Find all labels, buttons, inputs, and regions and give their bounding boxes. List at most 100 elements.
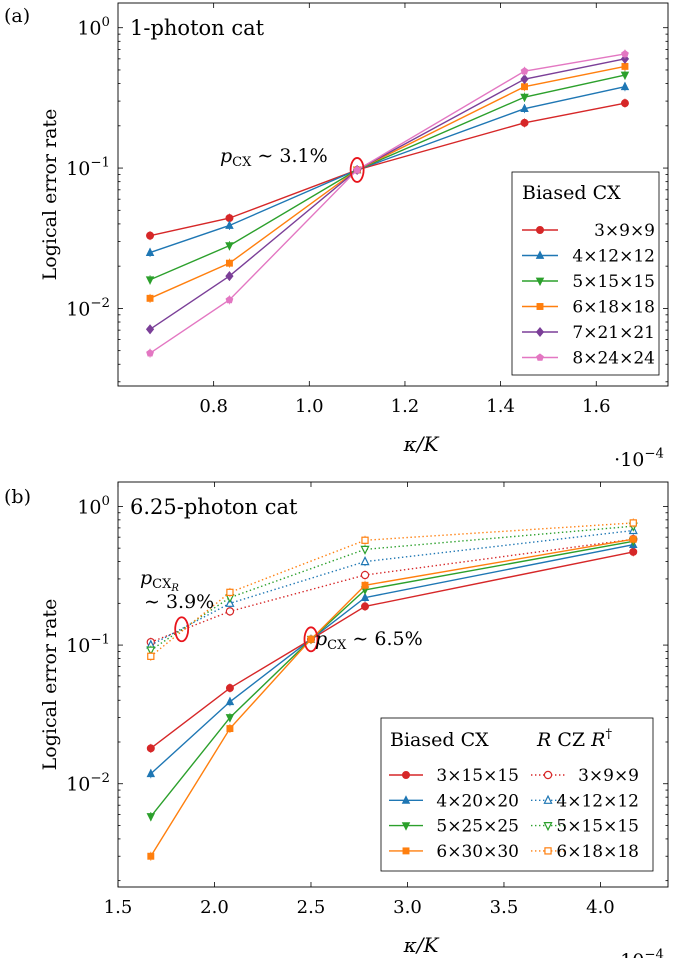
- y-tick-label: 10−2: [66, 771, 110, 796]
- y-tick-label-base: 10: [66, 774, 90, 796]
- legend-title-right: R CZ R†: [536, 727, 612, 751]
- x-tick-label: 1.4: [486, 396, 515, 417]
- x-axis-label: κ/K: [403, 933, 440, 957]
- y-tick-label-exp: −1: [90, 633, 110, 648]
- legend-label: 4×20×20: [436, 791, 519, 811]
- legend-marker: [536, 303, 544, 310]
- y-axis-label: Logical error rate: [39, 599, 61, 771]
- data-point: [146, 768, 156, 778]
- y-tick-label-exp: −2: [90, 771, 110, 786]
- x-tick-label: 0.8: [199, 396, 228, 417]
- x-multiplier-exp: −4: [644, 947, 664, 958]
- x-tick-label: 3.0: [393, 897, 422, 918]
- data-point: [225, 271, 234, 282]
- data-point: [620, 99, 629, 108]
- x-tick-label: 2.5: [297, 897, 326, 918]
- legend-label: 3×9×9: [578, 766, 639, 786]
- y-tick-label-base: 10: [66, 298, 90, 320]
- panel-title: 6.25-photon cat: [130, 495, 298, 519]
- legend-CZ: CZ: [551, 729, 591, 751]
- data-point: [629, 519, 637, 527]
- threshold-label-2: pCXR: [140, 567, 179, 594]
- legend-marker: [401, 822, 411, 831]
- data-point: [360, 592, 370, 601]
- threshold2-p: p: [140, 567, 152, 589]
- data-point: [520, 74, 529, 85]
- y-tick-label-base: 10: [66, 158, 90, 180]
- legend-R: R: [536, 729, 551, 751]
- legend-marker: [535, 277, 545, 287]
- data-point: [620, 81, 630, 91]
- data-point: [145, 247, 155, 256]
- x-multiplier-exp: −4: [644, 446, 664, 461]
- y-tick-label: 100: [77, 15, 110, 40]
- data-point: [147, 652, 155, 660]
- threshold2-sub: CX: [152, 577, 172, 592]
- legend-marker: [536, 353, 544, 361]
- data-point: [361, 602, 370, 611]
- legend-box: [511, 171, 660, 376]
- data-point: [621, 49, 629, 58]
- legend-label: 5×15×15: [572, 272, 655, 292]
- threshold-label-2-line2: ∼ 3.9%: [144, 591, 214, 613]
- legend-marker: [543, 821, 553, 832]
- data-point: [360, 545, 370, 555]
- data-point: [147, 852, 155, 860]
- data-point: [360, 556, 370, 566]
- series-line: [150, 529, 634, 646]
- x-tick-label: 1.5: [104, 897, 133, 918]
- x-multiplier: ·10−4: [614, 446, 664, 471]
- panel-title: 1-photon cat: [130, 16, 265, 40]
- legend-label: 3×15×15: [436, 766, 519, 786]
- x-tick-label: 3.5: [490, 897, 519, 918]
- legend: Biased CX R CZ R†3×15×154×20×205×25×256×3…: [380, 717, 654, 872]
- legend-label: 6×18×18: [556, 842, 639, 862]
- legend-box: [380, 717, 654, 872]
- x-multiplier-base: ·10: [614, 950, 644, 958]
- data-point: [225, 295, 234, 304]
- threshold-label: pCX ∼ 3.1%: [220, 145, 328, 170]
- data-point: [145, 276, 155, 285]
- threshold-value: ∼ 3.1%: [251, 145, 327, 167]
- panel-label: (b): [4, 486, 31, 508]
- legend-marker: [402, 847, 410, 855]
- data-point: [146, 349, 154, 357]
- threshold-p: p: [315, 628, 327, 650]
- legend-title: Biased CX: [522, 182, 621, 204]
- data-point: [225, 696, 235, 706]
- data-point: [225, 220, 234, 229]
- legend-marker: [535, 250, 545, 259]
- data-point: [146, 744, 155, 753]
- data-point: [226, 725, 234, 733]
- threshold-sub: CX: [232, 155, 252, 170]
- data-point: [146, 294, 154, 302]
- legend-label: 6×18×18: [572, 298, 655, 318]
- data-point: [353, 165, 362, 174]
- legend-label: 7×21×21: [572, 323, 655, 343]
- panel-label: (a): [4, 5, 30, 27]
- series-6×18×18: [147, 518, 637, 661]
- series-line: [150, 525, 634, 651]
- plot-frame: [117, 481, 669, 888]
- series-line: [150, 522, 634, 657]
- data-point: [520, 118, 529, 127]
- y-axis-label: Logical error rate: [39, 109, 61, 281]
- threshold-value: ∼ 6.5%: [346, 628, 422, 650]
- data-point: [146, 646, 156, 656]
- y-tick-label-exp: −2: [90, 296, 110, 311]
- legend-title-left: Biased CX: [390, 729, 489, 751]
- threshold-p: p: [220, 145, 232, 167]
- data-point: [520, 67, 529, 75]
- data-point: [226, 588, 234, 597]
- data-point: [225, 607, 235, 616]
- y-tick-label-exp: −1: [90, 156, 110, 171]
- y-tick-label-base: 10: [66, 635, 90, 657]
- series-8×24×24: [146, 49, 629, 358]
- legend-label: 4×12×12: [572, 247, 655, 267]
- threshold2-subsub: R: [170, 583, 179, 594]
- legend-marker: [543, 770, 553, 780]
- data-point: [146, 813, 156, 822]
- data-point: [225, 714, 235, 723]
